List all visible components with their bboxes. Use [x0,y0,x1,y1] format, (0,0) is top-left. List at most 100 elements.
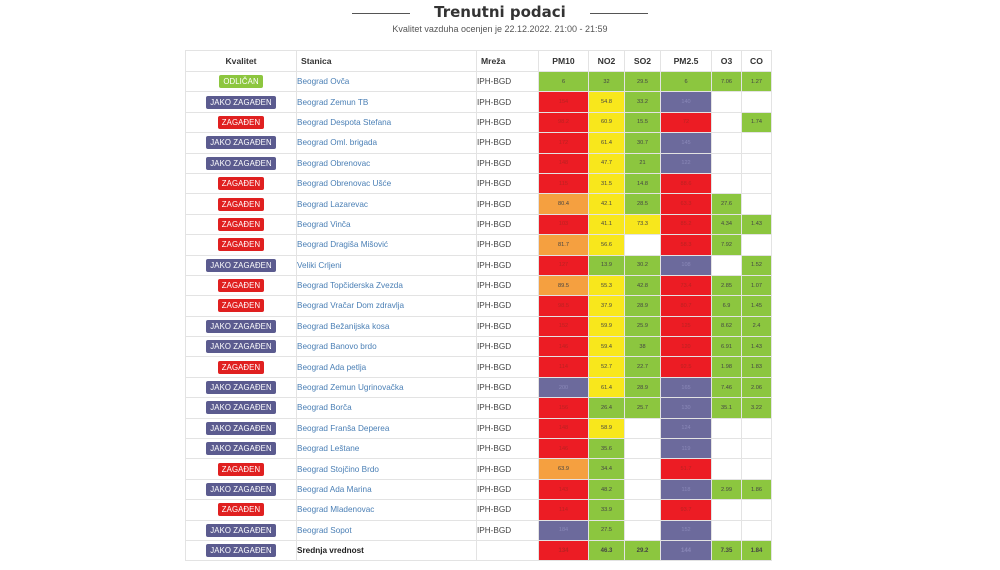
value-cell-pm10: 6 [538,70,589,93]
value-cell-pm25: 108 [660,254,712,276]
value-cell-pm10: 200 [538,376,589,399]
column-header-co[interactable]: CO [741,50,772,72]
quality-badge: JAKO ZAGAĐEN [206,340,276,354]
value-cell-so2 [624,478,661,501]
average-row: JAKO ZAGAĐEN Srednja vrednost 134 46.3 29.2 1… [185,539,772,562]
value-cell-co: 2.06 [741,376,772,399]
station-link[interactable]: Beograd Oml. brigada [296,132,477,154]
quality-cell: JAKO ZAGAĐEN [185,91,297,113]
station-link[interactable]: Beograd Vračar Dom zdravlja [296,295,477,317]
quality-badge: JAKO ZAGAĐEN [206,95,276,109]
station-link[interactable]: Beograd Zemun TB [296,91,477,113]
value-cell-no2: 32 [588,70,625,93]
station-link[interactable]: Beograd Leštane [296,438,477,460]
quality-cell: ODLIČAN [185,70,297,93]
value-cell-pm25: 145 [660,132,712,154]
value-cell-no2: 61.4 [588,376,625,399]
network-cell: IPH-BGD [476,254,539,276]
station-link[interactable]: Beograd Ada Marina [296,478,477,501]
station-link[interactable]: Beograd Ada petlja [296,356,477,378]
station-link[interactable]: Beograd Mladenovac [296,499,477,521]
value-cell-pm10: 156 [538,397,589,419]
network-cell: IPH-BGD [476,519,539,541]
quality-cell: ZAGAĐEN [185,193,297,215]
page-subtitle: Kvalitet vazduha ocenjen je 22.12.2022. … [392,24,608,34]
station-link[interactable]: Beograd Stojčino Brdo [296,458,477,480]
quality-cell: ZAGAĐEN [185,458,297,480]
value-cell-pm10: 143 [538,478,589,501]
table-row: JAKO ZAGAĐEN Veliki Crljeni IPH-BGD 127 13.9… [185,254,772,276]
station-link[interactable]: Beograd Ovča [296,70,477,93]
station-link[interactable]: Beograd Obrenovac [296,152,477,174]
value-cell-pm25: 92.5 [660,356,712,378]
station-link[interactable]: Beograd Sopot [296,519,477,541]
column-header-station[interactable]: Stanica [296,50,477,72]
value-cell-pm10: 148 [538,152,589,174]
table-row: ODLIČAN Beograd Ovča IPH-BGD 6 32 29.5 6 7.06 1.… [185,70,772,93]
value-cell-o3: 8.62 [711,315,742,338]
value-cell-no2: 46.3 [588,539,625,562]
quality-badge: JAKO ZAGAĐEN [206,381,276,395]
quality-cell: ZAGAĐEN [185,172,297,195]
value-cell-o3: 7.06 [711,70,742,93]
column-header-quality[interactable]: Kvalitet [185,50,297,72]
station-link[interactable]: Beograd Lazarevac [296,193,477,215]
column-header-so2[interactable]: SO2 [624,50,661,72]
value-cell-no2: 31.5 [588,172,625,195]
value-cell-o3 [711,519,742,541]
value-cell-no2: 13.9 [588,254,625,276]
station-link[interactable]: Beograd Borča [296,397,477,419]
value-cell-pm10: 148 [538,417,589,440]
station-link[interactable]: Veliki Crljeni [296,254,477,276]
value-cell-o3: 6.91 [711,336,742,358]
station-link[interactable]: Beograd Despota Stefana [296,111,477,134]
value-cell-pm10: 154 [538,91,589,113]
value-cell-no2: 55.3 [588,274,625,297]
station-link[interactable]: Beograd Obrenovac Ušće [296,172,477,195]
network-cell: IPH-BGD [476,172,539,195]
value-cell-pm25: 125 [660,315,712,338]
column-header-pm10[interactable]: PM10 [538,50,589,72]
table-row: ZAGAĐEN Beograd Lazarevac IPH-BGD 80.4 42.1 2… [185,193,772,215]
column-header-no2[interactable]: NO2 [588,50,625,72]
network-cell: IPH-BGD [476,315,539,338]
value-cell-o3 [711,254,742,276]
value-cell-so2 [624,519,661,541]
column-header-pm25[interactable]: PM2.5 [660,50,712,72]
table-row: JAKO ZAGAĐEN Beograd Ada Marina IPH-BGD 143… [185,478,772,501]
quality-badge: JAKO ZAGAĐEN [206,156,276,170]
column-header-o3[interactable]: O3 [711,50,742,72]
title-rule-right [590,13,648,14]
value-cell-pm10: 98.2 [538,111,589,134]
network-cell: IPH-BGD [476,213,539,236]
network-cell: IPH-BGD [476,417,539,440]
value-cell-so2 [624,438,661,460]
table-row: JAKO ZAGAĐEN Beograd Zemun TB IPH-BGD 154 54… [185,91,772,113]
station-link[interactable]: Beograd Banovo brdo [296,336,477,358]
value-cell-co [741,458,772,480]
value-cell-o3 [711,91,742,113]
quality-cell: ZAGAĐEN [185,274,297,297]
value-cell-no2: 47.7 [588,152,625,174]
value-cell-o3 [711,438,742,460]
station-link[interactable]: Beograd Dragiša Mišović [296,234,477,256]
value-cell-pm10: 127 [538,254,589,276]
value-cell-so2: 38 [624,336,661,358]
value-cell-pm25: 73.4 [660,274,712,297]
column-header-network[interactable]: Mreža [476,50,539,72]
quality-badge: ZAGAĐEN [217,217,265,231]
value-cell-no2: 61.4 [588,132,625,154]
station-link[interactable]: Beograd Bežanijska kosa [296,315,477,338]
quality-badge: ZAGAĐEN [217,299,265,313]
value-cell-pm25: 93.7 [660,499,712,521]
station-link[interactable]: Beograd Topčiderska Zvezda [296,274,477,297]
network-cell: IPH-BGD [476,91,539,113]
station-link[interactable]: Beograd Zemun Ugrinovačka [296,376,477,399]
station-link[interactable]: Beograd Vinča [296,213,477,236]
quality-cell: ZAGAĐEN [185,213,297,236]
value-cell-no2: 48.2 [588,478,625,501]
table-row: JAKO ZAGAĐEN Beograd Zemun Ugrinovačka IPH… [185,376,772,399]
value-cell-pm10: 103 [538,213,589,236]
station-link[interactable]: Beograd Franša Deperea [296,417,477,440]
value-cell-pm25: 51.7 [660,458,712,480]
